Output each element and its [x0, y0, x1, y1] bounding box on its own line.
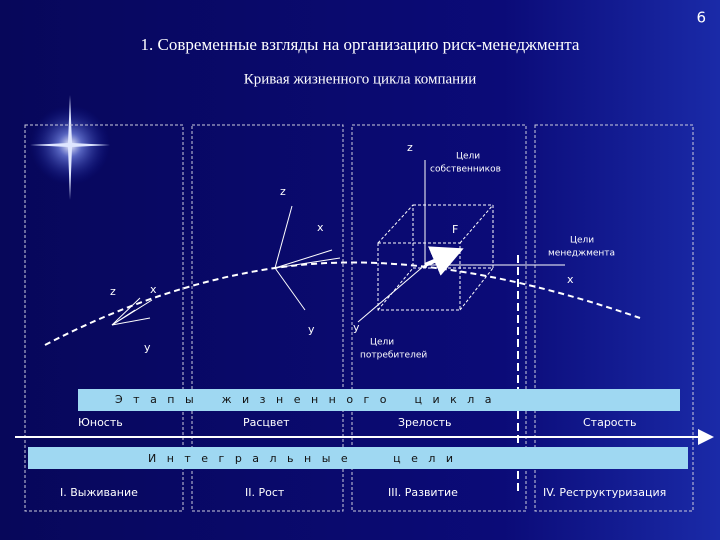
- phase-label: II. Рост: [245, 486, 285, 499]
- force-label: F: [452, 223, 458, 236]
- phase-label: III. Развитие: [388, 486, 458, 499]
- axis-label: z: [110, 285, 116, 298]
- stage-label: Зрелость: [398, 416, 452, 429]
- axis-label: y: [308, 323, 315, 336]
- axis-label: x: [567, 273, 574, 286]
- goal-label: Цели: [456, 152, 480, 162]
- axes-c: [357, 160, 565, 323]
- stage-label: Расцвет: [243, 416, 290, 429]
- axis-label: x: [150, 283, 157, 296]
- axes-a: [111, 297, 153, 326]
- phase-label: IV. Реструктуризация: [543, 486, 666, 499]
- axis-label: y: [144, 341, 151, 354]
- phase-boxes: [24, 124, 694, 512]
- axis-label: z: [280, 185, 286, 198]
- axes-b: [274, 205, 341, 311]
- axis-label: x: [317, 221, 324, 234]
- goal-label: собственников: [430, 165, 501, 175]
- axis-label: y: [353, 321, 360, 334]
- title: 1. Современные взгляды на организацию ри…: [141, 35, 580, 54]
- goal-label: Цели: [570, 236, 594, 246]
- axis-label: z: [407, 141, 413, 154]
- integral-band: [28, 447, 688, 469]
- page-number: 6: [696, 9, 706, 27]
- stage-label: Юность: [78, 416, 123, 429]
- band-title: Э т а п ы ж и з н е н н о г о ц и к л а: [115, 393, 492, 406]
- subtitle: Кривая жизненного цикла компании: [244, 71, 477, 87]
- goal-label: Цели: [370, 338, 394, 348]
- stages-band: [78, 389, 680, 411]
- star: [30, 95, 110, 200]
- goal-label: потребителей: [360, 351, 427, 361]
- stage-label: Старость: [583, 416, 636, 429]
- band-title: И н т е г р а л ь н ы е ц е л и: [148, 452, 453, 465]
- phase-label: I. Выживание: [60, 486, 138, 499]
- goal-label: менеджмента: [548, 249, 615, 259]
